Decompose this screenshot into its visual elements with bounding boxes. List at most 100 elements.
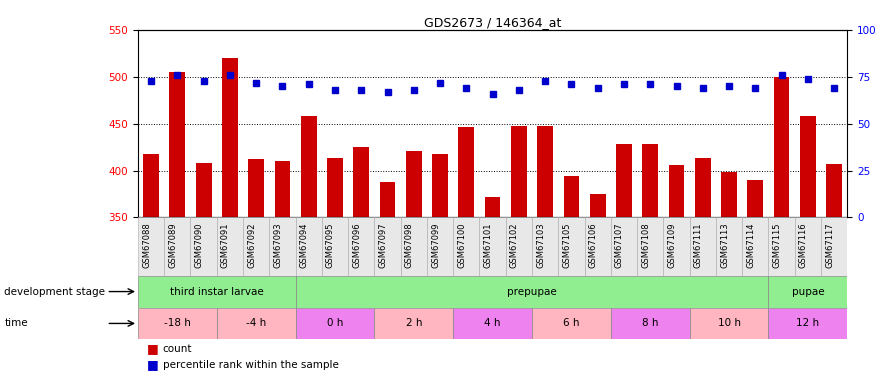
Bar bbox=[616, 144, 632, 218]
Text: 4 h: 4 h bbox=[484, 318, 501, 328]
Bar bbox=[380, 182, 395, 218]
Bar bbox=[611, 308, 690, 339]
Bar bbox=[248, 159, 264, 218]
Bar bbox=[353, 147, 369, 218]
Bar bbox=[558, 217, 585, 276]
Bar bbox=[453, 217, 480, 276]
Bar bbox=[532, 308, 611, 339]
Bar bbox=[485, 197, 500, 217]
Text: GSM67114: GSM67114 bbox=[747, 222, 756, 268]
Bar bbox=[143, 154, 159, 218]
Bar bbox=[768, 276, 847, 308]
Text: GSM67107: GSM67107 bbox=[615, 222, 624, 268]
Bar bbox=[301, 116, 317, 218]
Text: GSM67098: GSM67098 bbox=[405, 222, 414, 268]
Text: 12 h: 12 h bbox=[797, 318, 820, 328]
Title: GDS2673 / 146364_at: GDS2673 / 146364_at bbox=[424, 16, 562, 29]
Text: count: count bbox=[163, 344, 192, 354]
Text: time: time bbox=[4, 318, 28, 328]
Bar bbox=[480, 217, 506, 276]
Text: GSM67103: GSM67103 bbox=[536, 222, 546, 268]
Text: ■: ■ bbox=[147, 358, 158, 371]
Bar bbox=[406, 151, 422, 217]
Bar bbox=[663, 217, 690, 276]
Bar bbox=[690, 308, 768, 339]
Bar bbox=[690, 217, 716, 276]
Bar bbox=[748, 180, 764, 218]
Text: GSM67095: GSM67095 bbox=[326, 222, 335, 268]
Text: 10 h: 10 h bbox=[717, 318, 740, 328]
Text: percentile rank within the sample: percentile rank within the sample bbox=[163, 360, 339, 370]
Text: -18 h: -18 h bbox=[164, 318, 190, 328]
Bar bbox=[433, 154, 448, 218]
Bar bbox=[716, 217, 742, 276]
Bar bbox=[768, 217, 795, 276]
Text: GSM67088: GSM67088 bbox=[142, 222, 151, 268]
Bar bbox=[643, 144, 658, 218]
Text: GSM67108: GSM67108 bbox=[641, 222, 651, 268]
Bar bbox=[458, 127, 474, 218]
Text: GSM67100: GSM67100 bbox=[457, 222, 466, 268]
Text: GSM67099: GSM67099 bbox=[431, 222, 440, 268]
Bar bbox=[768, 308, 847, 339]
Bar bbox=[532, 217, 558, 276]
Text: 0 h: 0 h bbox=[327, 318, 344, 328]
Text: GSM67090: GSM67090 bbox=[195, 222, 204, 268]
Bar bbox=[400, 217, 427, 276]
Bar bbox=[270, 217, 295, 276]
Bar bbox=[375, 308, 453, 339]
Bar bbox=[190, 217, 217, 276]
Text: GSM67109: GSM67109 bbox=[668, 222, 676, 268]
Text: GSM67102: GSM67102 bbox=[510, 222, 519, 268]
Text: GSM67089: GSM67089 bbox=[168, 222, 177, 268]
Bar bbox=[538, 126, 553, 218]
Text: prepupae: prepupae bbox=[507, 286, 557, 297]
Text: 6 h: 6 h bbox=[563, 318, 579, 328]
Bar bbox=[821, 217, 847, 276]
Text: 2 h: 2 h bbox=[406, 318, 422, 328]
Bar bbox=[773, 77, 789, 218]
Text: GSM67101: GSM67101 bbox=[483, 222, 493, 268]
Text: pupae: pupae bbox=[791, 286, 824, 297]
Bar bbox=[511, 126, 527, 218]
Bar bbox=[295, 276, 768, 308]
Text: GSM67096: GSM67096 bbox=[352, 222, 361, 268]
Text: -4 h: -4 h bbox=[246, 318, 266, 328]
Bar bbox=[138, 308, 217, 339]
Text: GSM67093: GSM67093 bbox=[273, 222, 282, 268]
Bar bbox=[196, 163, 212, 218]
Text: ■: ■ bbox=[147, 342, 158, 355]
Text: GSM67111: GSM67111 bbox=[694, 222, 703, 268]
Bar bbox=[375, 217, 400, 276]
Bar bbox=[585, 217, 611, 276]
Text: GSM67091: GSM67091 bbox=[221, 222, 230, 268]
Bar bbox=[165, 217, 190, 276]
Text: GSM67105: GSM67105 bbox=[562, 222, 571, 268]
Bar bbox=[169, 72, 185, 217]
Bar bbox=[138, 217, 165, 276]
Bar bbox=[328, 158, 343, 218]
Bar bbox=[795, 217, 821, 276]
Bar bbox=[222, 58, 238, 217]
Bar bbox=[800, 116, 816, 218]
Text: 8 h: 8 h bbox=[642, 318, 659, 328]
Bar bbox=[243, 217, 270, 276]
Bar bbox=[637, 217, 663, 276]
Text: GSM67097: GSM67097 bbox=[378, 222, 387, 268]
Bar bbox=[295, 308, 375, 339]
Bar bbox=[611, 217, 637, 276]
Text: GSM67116: GSM67116 bbox=[799, 222, 808, 268]
Bar bbox=[826, 164, 842, 218]
Bar bbox=[742, 217, 768, 276]
Bar bbox=[563, 176, 579, 218]
Bar bbox=[217, 217, 243, 276]
Text: GSM67106: GSM67106 bbox=[588, 222, 598, 268]
Bar bbox=[138, 276, 295, 308]
Text: third instar larvae: third instar larvae bbox=[170, 286, 263, 297]
Bar bbox=[427, 217, 453, 276]
Bar bbox=[295, 217, 322, 276]
Bar bbox=[217, 308, 295, 339]
Text: GSM67113: GSM67113 bbox=[720, 222, 729, 268]
Bar bbox=[348, 217, 375, 276]
Bar bbox=[695, 158, 711, 218]
